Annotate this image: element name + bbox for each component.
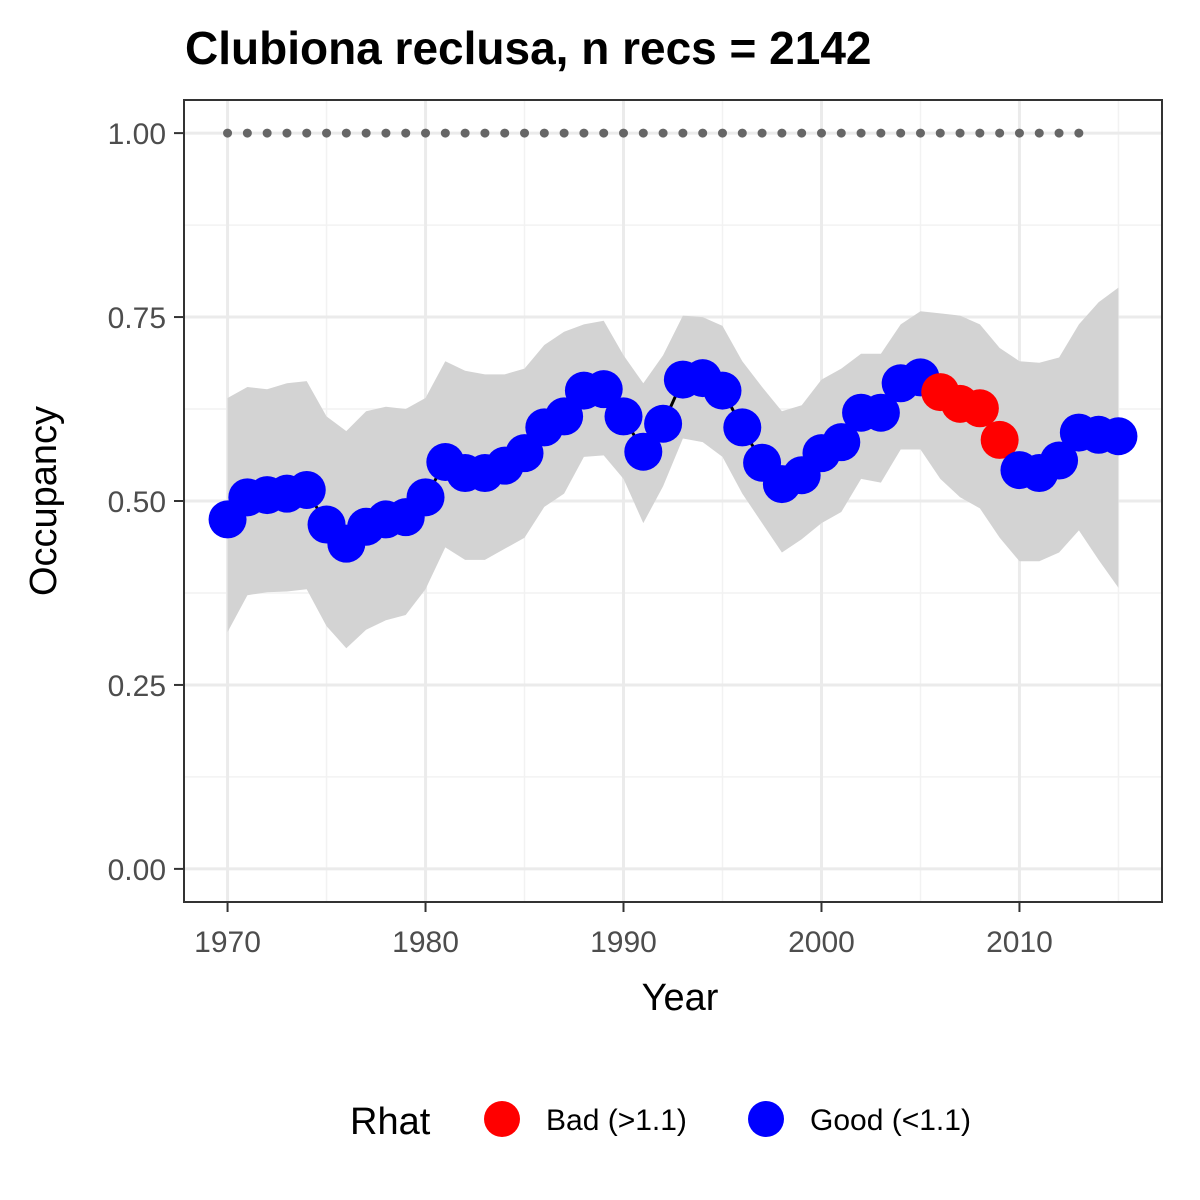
chart-title: Clubiona reclusa, n recs = 2142 [185, 22, 872, 74]
y-axis-title: Occupancy [23, 406, 65, 596]
reference-dot [1074, 128, 1084, 138]
point-good-1990 [604, 397, 643, 436]
reference-dot [816, 128, 826, 138]
x-tick-label: 2000 [788, 926, 855, 959]
reference-dot [559, 128, 569, 138]
reference-dot [322, 128, 332, 138]
point-good-1974 [287, 470, 326, 509]
reference-dot [262, 128, 272, 138]
x-axis: 1970 1980 1990 2000 2010 [194, 902, 1053, 959]
legend-key-good [748, 1101, 784, 1137]
legend: Rhat Bad (>1.1) Good (<1.1) [350, 1101, 971, 1143]
y-tick-label: 0.75 [108, 302, 166, 335]
legend-label-bad: Bad (>1.1) [546, 1104, 687, 1137]
legend-title: Rhat [350, 1101, 431, 1143]
point-bad-2008 [960, 389, 999, 428]
x-tick-label: 1970 [194, 926, 261, 959]
reference-dot [896, 128, 906, 138]
reference-dot [975, 128, 985, 138]
legend-label-good: Good (<1.1) [810, 1104, 971, 1137]
point-good-1991 [624, 432, 663, 471]
point-good-2001 [822, 423, 861, 462]
reference-dot [460, 128, 470, 138]
reference-dot [539, 128, 549, 138]
point-good-1980 [406, 478, 445, 517]
reference-dot [381, 128, 391, 138]
y-tick-label: 0.25 [108, 670, 166, 703]
point-good-1995 [703, 371, 742, 410]
reference-dot [955, 128, 965, 138]
point-good-1985 [505, 434, 544, 473]
point-good-2012 [1040, 441, 1079, 480]
x-tick-label: 2010 [986, 926, 1053, 959]
reference-dot [401, 128, 411, 138]
reference-dot [1034, 128, 1044, 138]
x-tick-label: 1980 [392, 926, 459, 959]
reference-dot [876, 128, 886, 138]
reference-dot [341, 128, 351, 138]
reference-dot [698, 128, 708, 138]
reference-dot [1054, 128, 1064, 138]
reference-dot [995, 128, 1005, 138]
reference-dot [737, 128, 747, 138]
y-tick-label: 0.50 [108, 486, 166, 519]
reference-dot [757, 128, 767, 138]
reference-dot [302, 128, 312, 138]
reference-dot [678, 128, 688, 138]
reference-dot [282, 128, 292, 138]
points-layer [208, 358, 1138, 563]
reference-dot [1014, 128, 1024, 138]
point-good-2015 [1099, 417, 1138, 456]
reference-dot [935, 128, 945, 138]
y-tick-label: 1.00 [108, 118, 166, 151]
y-axis: 0.00 0.25 0.50 0.75 1.00 [108, 118, 184, 887]
reference-dot [223, 128, 233, 138]
reference-dot [658, 128, 668, 138]
reference-dot [242, 128, 252, 138]
reference-dot [361, 128, 371, 138]
reference-dot [777, 128, 787, 138]
point-good-1996 [723, 408, 762, 447]
reference-dot [520, 128, 530, 138]
x-axis-title: Year [642, 977, 719, 1019]
point-good-1989 [584, 370, 623, 409]
reference-dot [856, 128, 866, 138]
point-good-1992 [644, 404, 683, 443]
point-good-1987 [545, 397, 584, 436]
reference-dot [480, 128, 490, 138]
reference-dot [797, 128, 807, 138]
reference-dot [579, 128, 589, 138]
legend-key-bad [484, 1101, 520, 1137]
reference-dot [915, 128, 925, 138]
reference-dot [421, 128, 431, 138]
point-bad-2009 [980, 420, 1019, 459]
reference-dot [440, 128, 450, 138]
point-good-2003 [861, 393, 900, 432]
reference-dot [836, 128, 846, 138]
reference-dot [619, 128, 629, 138]
reference-dot [717, 128, 727, 138]
reference-dots-layer [223, 128, 1084, 138]
reference-dot [638, 128, 648, 138]
x-tick-label: 1990 [590, 926, 657, 959]
reference-dot [500, 128, 510, 138]
reference-dot [599, 128, 609, 138]
y-tick-label: 0.00 [108, 854, 166, 887]
